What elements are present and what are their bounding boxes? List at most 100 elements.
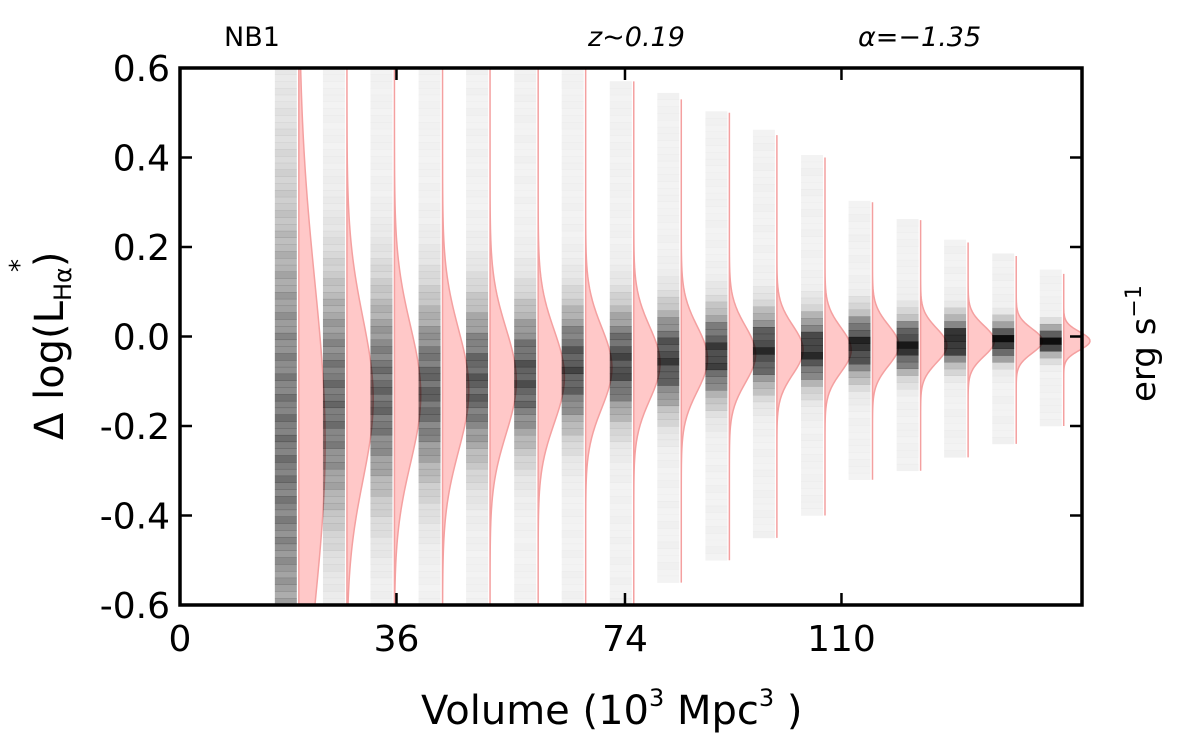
units-label-text: erg s bbox=[1124, 318, 1164, 402]
histogram-bin bbox=[705, 254, 728, 262]
histogram-bin bbox=[848, 309, 871, 317]
histogram-bin bbox=[609, 489, 632, 497]
histogram-bin bbox=[466, 176, 489, 184]
histogram-bin bbox=[752, 252, 775, 260]
histogram-bin bbox=[561, 224, 584, 232]
histogram-bin bbox=[561, 292, 584, 300]
histogram-bin bbox=[514, 128, 537, 136]
histogram-bin bbox=[657, 167, 680, 175]
violin-shape bbox=[871, 202, 900, 480]
histogram-bin bbox=[274, 230, 297, 238]
histogram-bin bbox=[466, 428, 489, 436]
histogram-bin bbox=[801, 447, 823, 455]
histogram-bin bbox=[752, 204, 775, 212]
histogram-bin bbox=[609, 224, 632, 232]
y-tick-label: 0.2 bbox=[113, 228, 170, 269]
histogram-bin bbox=[561, 142, 584, 150]
histogram-bin bbox=[274, 434, 297, 443]
histogram-bin bbox=[322, 360, 345, 368]
histogram-bin bbox=[705, 533, 728, 541]
histogram-bin bbox=[896, 361, 919, 370]
histogram-bin bbox=[752, 347, 775, 355]
histogram-bin bbox=[561, 366, 584, 375]
histogram-bin bbox=[370, 496, 393, 504]
histogram-bin bbox=[418, 550, 441, 558]
histogram-bin bbox=[418, 74, 441, 82]
histogram-bin bbox=[514, 366, 537, 375]
histogram-bin bbox=[992, 294, 1015, 302]
histogram-bin bbox=[322, 428, 345, 436]
histogram-bin bbox=[514, 421, 537, 429]
histogram-bin bbox=[848, 384, 871, 392]
histogram-bin bbox=[274, 74, 297, 82]
histogram-bin bbox=[801, 291, 823, 299]
y-axis-label-suffix: ) bbox=[27, 252, 73, 268]
histogram-bin bbox=[848, 330, 871, 338]
histogram-bin bbox=[418, 203, 441, 211]
histogram-bin bbox=[705, 376, 728, 384]
histogram-bin bbox=[370, 203, 393, 211]
histogram-bin bbox=[992, 423, 1015, 431]
violin-shape bbox=[919, 220, 948, 471]
histogram-bin bbox=[418, 81, 441, 89]
histogram-bin bbox=[896, 334, 919, 342]
histogram-bin bbox=[801, 386, 823, 394]
histogram-bin bbox=[801, 325, 823, 333]
histogram-bin bbox=[466, 414, 489, 422]
histogram-bin bbox=[370, 135, 393, 143]
histogram-bin bbox=[418, 407, 441, 415]
histogram-bin bbox=[705, 499, 728, 507]
histogram-bin bbox=[322, 88, 345, 96]
histogram-bin bbox=[370, 312, 393, 320]
histogram-bin bbox=[848, 432, 871, 440]
histogram-bin bbox=[561, 482, 584, 490]
panel-label: NB1 bbox=[224, 22, 280, 53]
histogram-bin bbox=[466, 598, 489, 606]
histogram-bin bbox=[896, 314, 919, 322]
histogram-bin bbox=[370, 271, 393, 279]
histogram-bin bbox=[657, 262, 680, 271]
histogram-bin bbox=[801, 474, 823, 482]
histogram-bin bbox=[609, 128, 632, 136]
histogram-bin bbox=[752, 333, 775, 341]
histogram-bin bbox=[944, 273, 967, 281]
histogram-bin bbox=[274, 264, 297, 272]
histogram-bin bbox=[514, 455, 537, 463]
histogram-bin bbox=[657, 215, 680, 223]
histogram-bin bbox=[466, 394, 489, 402]
histogram-bin bbox=[370, 74, 393, 82]
histogram-bin bbox=[992, 314, 1015, 322]
histogram-bin bbox=[322, 128, 345, 136]
histogram-bin bbox=[705, 111, 728, 119]
histogram-bin bbox=[274, 360, 297, 368]
histogram-bin bbox=[705, 417, 728, 425]
histogram-bin bbox=[609, 190, 632, 198]
histogram-bin bbox=[561, 237, 584, 245]
histogram-bin bbox=[466, 67, 489, 75]
histogram-bin bbox=[609, 183, 632, 191]
columns-layer bbox=[274, 67, 1091, 606]
histogram-bin bbox=[657, 133, 680, 141]
histogram-bin bbox=[561, 149, 584, 157]
column-9 bbox=[657, 92, 709, 583]
histogram-bin bbox=[466, 237, 489, 245]
histogram-bin bbox=[514, 285, 537, 293]
histogram-bin bbox=[514, 88, 537, 96]
histogram-bin bbox=[848, 425, 871, 433]
histogram-bin bbox=[418, 271, 441, 279]
histogram-bin bbox=[418, 380, 441, 388]
histogram-bin bbox=[466, 346, 489, 354]
histogram-bin bbox=[609, 462, 632, 470]
histogram-bin bbox=[801, 189, 823, 197]
histogram-bin bbox=[514, 428, 537, 436]
histogram-bin bbox=[848, 459, 871, 467]
histogram-bin bbox=[609, 217, 632, 225]
histogram-bin bbox=[418, 94, 441, 102]
histogram-bin bbox=[418, 237, 441, 245]
histogram-bin bbox=[752, 184, 775, 192]
histogram-bin bbox=[274, 258, 297, 266]
histogram-bin bbox=[466, 557, 489, 565]
histogram-bin bbox=[848, 200, 871, 208]
histogram-bin bbox=[752, 170, 775, 178]
histogram-bin bbox=[705, 199, 728, 207]
